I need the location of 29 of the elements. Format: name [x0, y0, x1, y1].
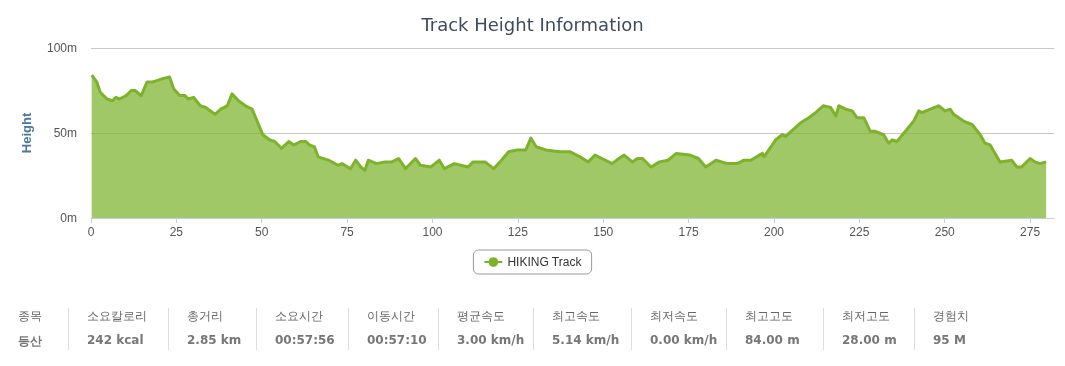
x-tick-label: 150 — [593, 225, 614, 239]
x-tick-label: 175 — [678, 225, 699, 239]
x-tick-label: 75 — [340, 225, 355, 239]
text: 이동시간 00:57:10 — [367, 308, 428, 347]
x-tick-label: 275 — [1020, 225, 1041, 239]
text: 최고속도 5.14 km/h — [552, 308, 621, 347]
text: 최저고도 28.00 m — [842, 308, 898, 347]
x-tick-label: 200 — [763, 225, 785, 239]
x-tick-label: 50 — [255, 225, 269, 239]
text: 총거리 2.85 km — [187, 308, 243, 347]
x-tick-label: 125 — [507, 225, 529, 239]
x-tick-label: 0 — [87, 225, 95, 239]
y-tick-label: 100m — [46, 41, 77, 55]
text: 최고고도 84.00 m — [745, 308, 801, 347]
chart-title: Track Height Information — [420, 13, 644, 35]
x-tick-label: 250 — [934, 225, 956, 239]
legend-label: HIKING Track — [507, 255, 583, 269]
text: 최저속도 0.00 km/h — [650, 308, 719, 347]
text: 평균속도 3.00 km/h — [457, 308, 526, 347]
text: 종목 등산 — [18, 308, 43, 350]
text: 소요칼로리 242 kcal — [87, 308, 148, 347]
x-tick-label: 25 — [169, 225, 184, 239]
y-tick-label: 50m — [53, 126, 77, 140]
text: 경험치 95 M — [933, 308, 970, 347]
y-tick-label: 0m — [60, 211, 77, 225]
x-tick-label: 100 — [422, 225, 443, 239]
y-axis-title: Height — [19, 112, 34, 154]
x-tick-label: 225 — [849, 225, 870, 239]
text: 소요시간 00:57:56 — [275, 308, 336, 347]
